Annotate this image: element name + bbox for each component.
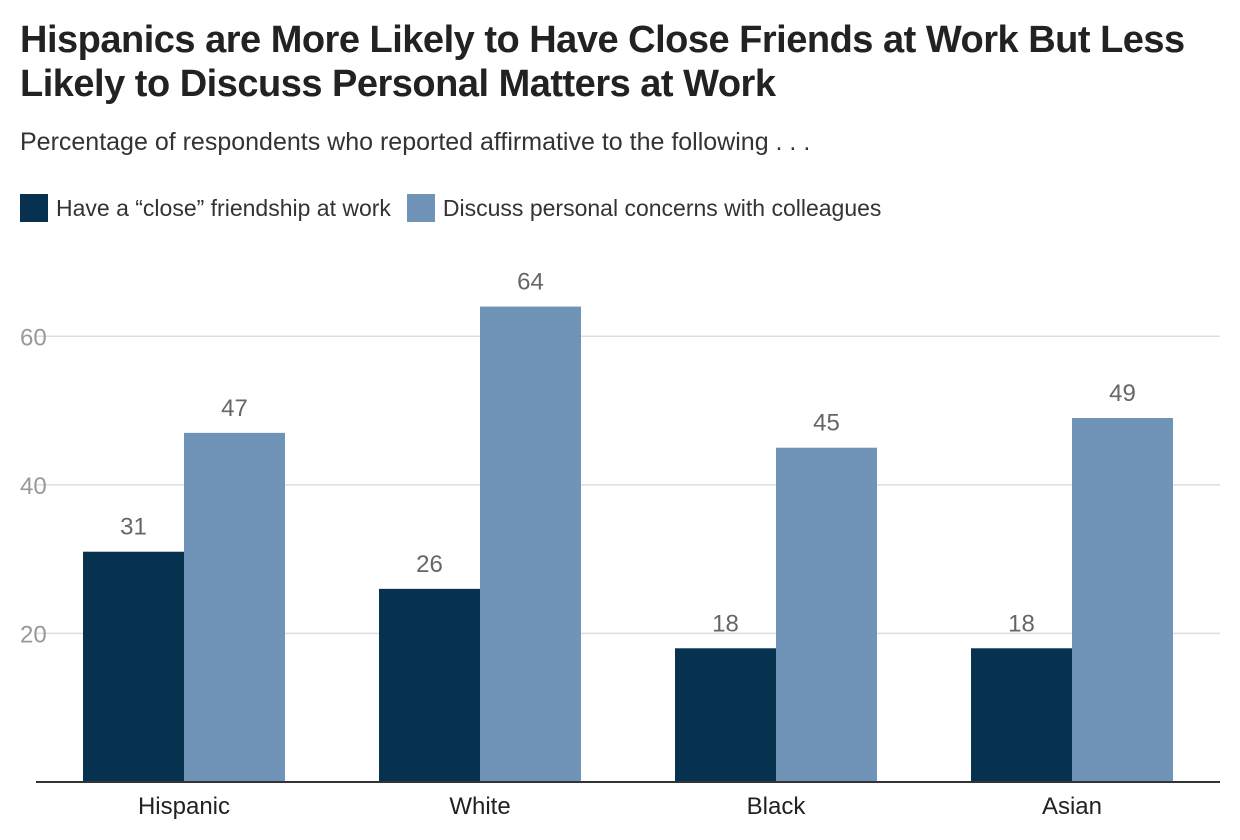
bar-hispanic-series-1 [83, 551, 184, 782]
legend: Have a “close” friendship at work Discus… [20, 194, 897, 222]
y-tick-label-20: 20 [20, 621, 47, 648]
data-label-black-series-1: 18 [712, 610, 739, 637]
labels: 20 40 60 31 47 Hispanic 26 64 White 18 45 Black 18 49… [20, 269, 1136, 820]
bar-white-series-2 [480, 306, 581, 782]
bar-black-series-2 [776, 447, 877, 782]
data-label-hispanic-series-2: 47 [221, 395, 248, 422]
data-label-black-series-2: 45 [813, 410, 840, 437]
data-label-white-series-2: 64 [517, 269, 544, 296]
bars [83, 306, 1173, 782]
data-label-asian-series-1: 18 [1008, 610, 1035, 637]
data-label-hispanic-series-1: 31 [120, 514, 147, 541]
legend-swatch-close-friendship [20, 194, 48, 222]
data-label-white-series-1: 26 [416, 551, 443, 578]
bar-asian-series-1 [971, 648, 1072, 782]
chart-title: Hispanics are More Likely to Have Close … [20, 19, 1185, 105]
legend-label-close-friendship: Have a “close” friendship at work [56, 194, 391, 221]
legend-item-discuss-concerns: Discuss personal concerns with colleague… [406, 194, 882, 222]
chart-subtitle: Percentage of respondents who reported a… [20, 128, 811, 156]
legend-swatch-discuss-concerns [406, 194, 435, 222]
legend-item-close-friendship: Have a “close” friendship at work [20, 194, 391, 222]
y-tick-label-60: 60 [20, 324, 47, 351]
x-tick-label-black: Black [747, 793, 807, 820]
legend-label-discuss-concerns: Discuss personal concerns with colleague… [442, 194, 882, 221]
bar-hispanic-series-2 [184, 432, 285, 782]
bar-black-series-1 [675, 648, 776, 782]
x-tick-label-white: White [449, 793, 510, 820]
y-tick-label-40: 40 [20, 473, 47, 500]
x-tick-label-asian: Asian [1042, 793, 1102, 820]
data-label-asian-series-2: 49 [1109, 380, 1136, 407]
x-tick-label-hispanic: Hispanic [138, 793, 230, 820]
bar-asian-series-2 [1072, 418, 1173, 782]
bar-white-series-1 [379, 588, 480, 782]
